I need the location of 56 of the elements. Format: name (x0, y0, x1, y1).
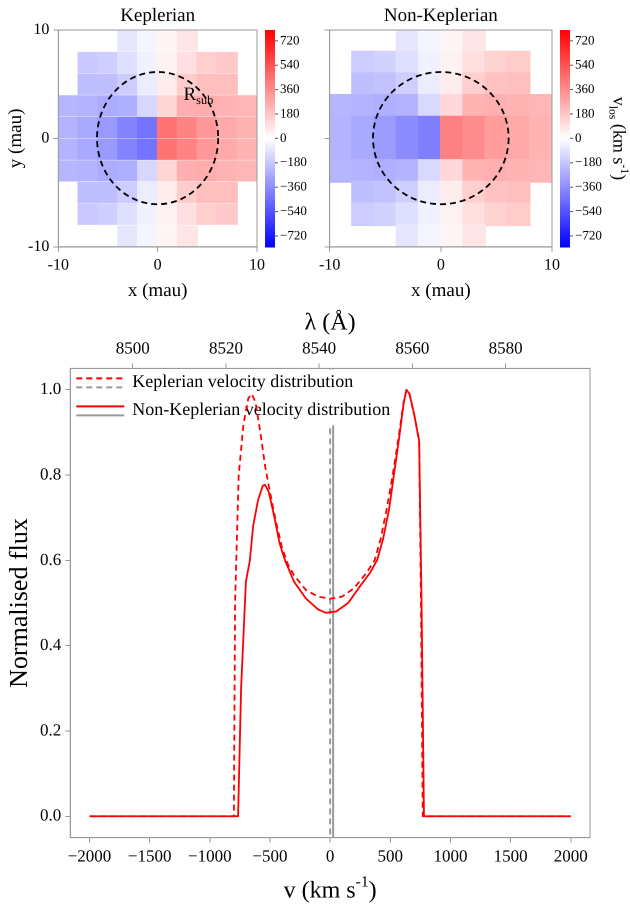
y-tick-label: 0.0 (40, 806, 62, 825)
x-tick-label: −500 (252, 846, 288, 866)
color-bar-label: −540 (575, 202, 602, 218)
color-bar-label: 360 (575, 81, 594, 96)
y-tick-label: 1.0 (40, 379, 62, 398)
y-tick-label: 0.6 (40, 550, 62, 569)
legend-label: Keplerian velocity distribution (132, 371, 354, 392)
x-tick-label: −1500 (128, 846, 172, 866)
chart-title: Non-Keplerian (384, 4, 498, 26)
x2-tick-label: 8500 (116, 338, 150, 358)
legend-label: Non-Keplerian velocity distribution (132, 399, 390, 420)
x-tick-label: 0 (436, 256, 445, 274)
color-bar-label: −720 (280, 227, 307, 242)
color-bar-label: 0 (280, 130, 286, 145)
color-bar-label: −720 (575, 227, 602, 242)
x-tick-label: -10 (319, 256, 340, 274)
x2-tick-label: 8520 (208, 338, 243, 358)
color-bar-label: −180 (280, 154, 307, 170)
x-axis-title: x (mau) (411, 280, 471, 301)
x-axis-title: x (mau) (128, 280, 188, 301)
y-tick-label: 0.4 (40, 635, 62, 654)
y-axis-title: Normalised flux (4, 518, 33, 688)
y-tick-label: 0 (41, 130, 50, 147)
x2-axis-title: λ (Å) (304, 309, 356, 336)
color-bar-label: 540 (280, 56, 300, 72)
x2-tick-label: 8580 (488, 338, 523, 358)
y-tick-label: -10 (28, 238, 50, 256)
color-bar-label: −360 (280, 178, 307, 194)
x-tick-label: 10 (249, 256, 265, 274)
y-tick-label: 10 (33, 21, 50, 38)
x-tick-label: 1000 (433, 846, 468, 866)
x-tick-label: 1500 (494, 846, 528, 866)
color-bar-label: −360 (575, 178, 602, 194)
x-tick-label: 10 (544, 256, 560, 274)
color-bar-label: 0 (575, 130, 582, 145)
y-tick-label: 0.8 (40, 464, 62, 484)
x-tick-label: 0 (326, 846, 334, 866)
color-bar-title: vlos (km s-1) (606, 96, 630, 180)
x-tick-label: −2000 (68, 846, 112, 866)
color-bar-label: 720 (280, 32, 300, 48)
x2-tick-label: 8540 (302, 338, 336, 358)
y-tick-label: 0.2 (40, 720, 62, 740)
color-bar-label: −180 (575, 154, 602, 170)
x2-tick-label: 8560 (395, 338, 430, 358)
y-axis-title: y (mau) (4, 108, 26, 168)
chart-title: Keplerian (120, 4, 196, 26)
color-bar-label: 180 (575, 105, 594, 120)
x-tick-label: 0 (154, 256, 162, 274)
color-bar-label: 540 (575, 56, 594, 72)
color-bar-label: 720 (575, 32, 594, 48)
color-bar-label: 180 (280, 105, 300, 120)
x-tick-label: −1000 (188, 846, 232, 866)
x-tick-label: 2000 (554, 846, 588, 866)
color-bar-label: 360 (280, 81, 300, 96)
color-bar-label: −540 (280, 202, 307, 218)
x-tick-label: 500 (378, 846, 404, 866)
